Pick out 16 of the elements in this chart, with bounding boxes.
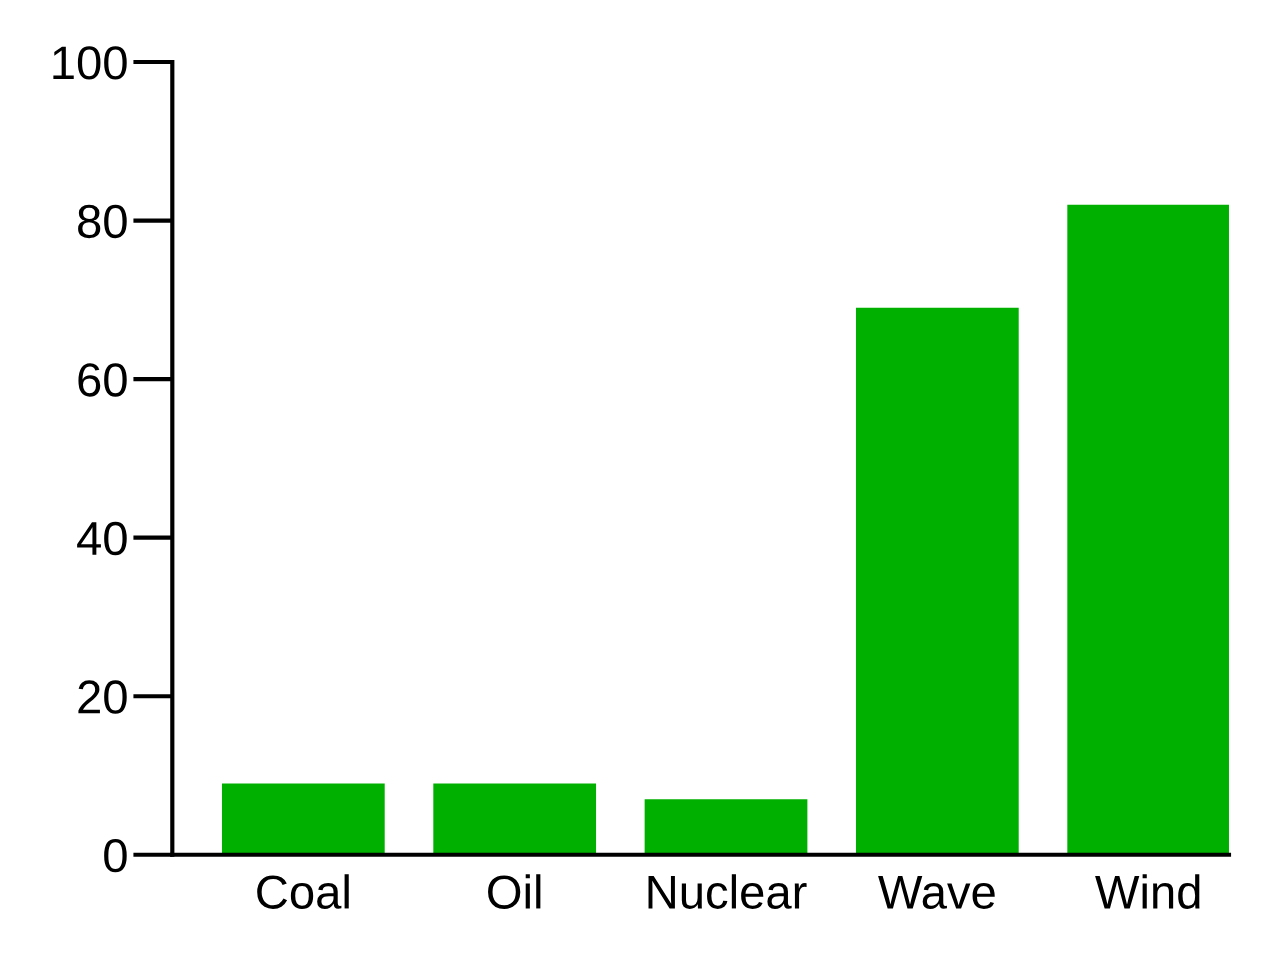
y-tick-label: 80: [78, 204, 127, 239]
y-tick-label: 40: [77, 521, 127, 556]
y-tick-label: 20: [78, 680, 127, 714]
bar: [1067, 204, 1229, 855]
x-tick-label: Nuclear: [648, 874, 807, 909]
x-tick-label: Wave: [878, 875, 995, 909]
x-tick-label: Coal: [257, 874, 349, 909]
bar: [433, 783, 597, 855]
bar: [644, 799, 808, 855]
x-tick-label: Oil: [488, 874, 541, 909]
bar: [221, 783, 385, 855]
x-tick-label: Wind: [1095, 874, 1200, 909]
y-tick-label: 60: [78, 363, 127, 397]
y-tick-label: 0: [104, 838, 127, 873]
y-tick-label: 100: [53, 46, 127, 80]
bar: [855, 307, 1019, 855]
